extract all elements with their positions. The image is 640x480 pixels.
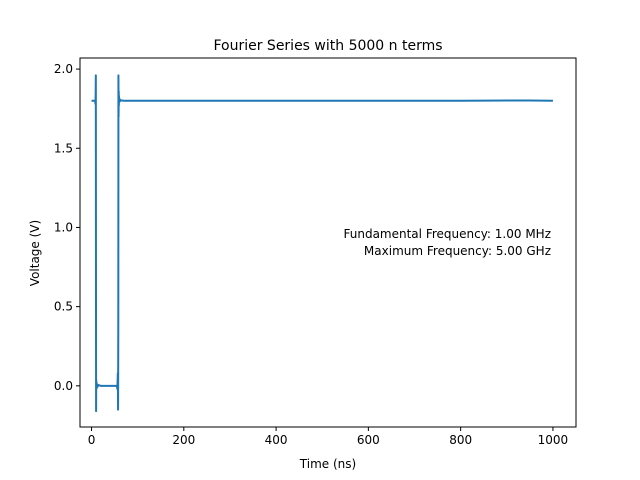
x-tick-label: 400 [265, 433, 288, 447]
x-tick-label: 600 [357, 433, 380, 447]
plot-frame [79, 57, 577, 428]
y-axis-ticks: 0.0 0.5 1.0 1.5 2.0 [54, 62, 80, 393]
y-tick-label: 0.5 [54, 300, 73, 314]
y-tick-label: 0.0 [54, 379, 73, 393]
y-tick-label: 1.5 [54, 141, 73, 155]
x-axis-ticks: 0 200 400 600 800 1000 [88, 427, 568, 447]
series-line-0 [91, 74, 553, 413]
x-tick-label: 800 [449, 433, 472, 447]
x-tick-label: 0 [88, 433, 96, 447]
chart-title: Fourier Series with 5000 n terms [213, 38, 442, 54]
y-axis-label: Voltage (V) [28, 220, 42, 286]
x-axis-label: Time (ns) [299, 457, 356, 471]
annotation-fundamental-frequency: Fundamental Frequency: 1.00 MHz [344, 227, 552, 241]
x-tick-label: 1000 [538, 433, 569, 447]
y-tick-label: 1.0 [54, 220, 73, 234]
annotation-maximum-frequency: Maximum Frequency: 5.00 GHz [364, 244, 551, 258]
y-tick-label: 2.0 [54, 62, 73, 76]
x-tick-label: 200 [172, 433, 195, 447]
plot-area [79, 57, 577, 428]
